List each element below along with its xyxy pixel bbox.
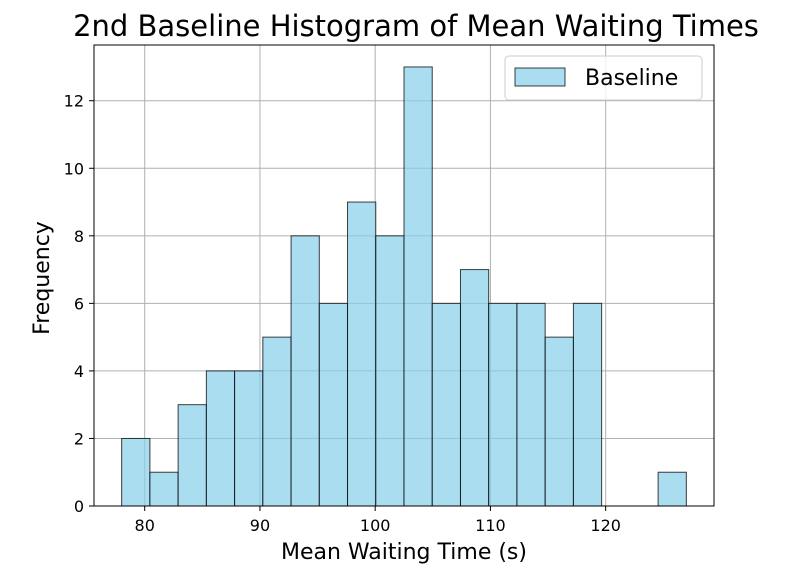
bars — [121, 66, 687, 507]
histogram-bar — [149, 471, 179, 507]
plot-frame — [93, 44, 715, 507]
histogram-bar — [516, 302, 546, 507]
histogram-bar — [657, 471, 687, 507]
legend-swatch — [514, 67, 566, 87]
histogram-bar — [177, 404, 207, 507]
ticks: 80 90 100 110 120 0 2 4 6 8 10 12 — [64, 92, 621, 535]
histogram-bar — [375, 235, 405, 507]
y-tick-label: 2 — [74, 429, 84, 448]
y-tick-label: 0 — [74, 497, 84, 516]
y-tick-label: 8 — [74, 227, 84, 246]
y-axis-label: Frequency — [30, 221, 55, 335]
y-tick-label: 6 — [74, 294, 84, 313]
x-tick-label: 120 — [590, 516, 621, 535]
legend-label: Baseline — [585, 66, 678, 91]
x-tick-label: 110 — [475, 516, 506, 535]
histogram-bar — [318, 302, 349, 507]
y-tick-label: 4 — [74, 362, 84, 381]
histogram-bar — [234, 370, 264, 507]
histogram-bar — [262, 336, 292, 507]
histogram-bar — [544, 336, 574, 507]
histogram-bar — [488, 302, 518, 507]
histogram-bar — [459, 269, 490, 507]
y-tick-label: 12 — [64, 92, 84, 111]
histogram-bar — [121, 437, 151, 507]
x-axis-label: Mean Waiting Time (s) — [281, 540, 527, 565]
histogram-bar — [403, 66, 433, 507]
chart-title: 2nd Baseline Histogram of Mean Waiting T… — [73, 9, 759, 43]
histogram-bar — [572, 302, 603, 507]
legend-box — [504, 55, 703, 101]
histogram-bar — [431, 302, 461, 507]
x-tick-label: 80 — [135, 516, 155, 535]
x-tick-label: 100 — [360, 516, 391, 535]
y-tick-label: 10 — [64, 159, 84, 178]
histogram-bar — [205, 370, 236, 507]
histogram-bar — [347, 201, 377, 507]
x-tick-label: 90 — [250, 516, 270, 535]
histogram-bar — [290, 235, 320, 507]
legend: Baseline — [504, 55, 703, 101]
